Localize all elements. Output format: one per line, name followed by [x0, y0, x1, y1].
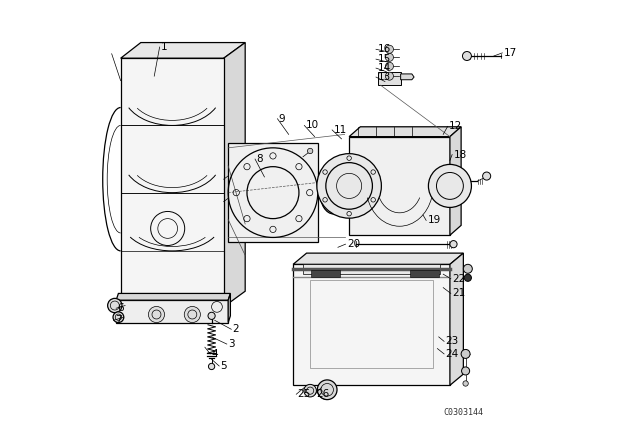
Text: 2: 2 — [232, 324, 239, 334]
Polygon shape — [410, 270, 439, 277]
Text: 8: 8 — [257, 154, 263, 164]
Circle shape — [113, 312, 124, 323]
Text: 18: 18 — [454, 150, 467, 159]
Text: 10: 10 — [306, 121, 319, 130]
Circle shape — [450, 241, 457, 248]
Polygon shape — [120, 58, 223, 307]
Circle shape — [463, 264, 472, 273]
Circle shape — [108, 298, 122, 313]
Text: 4: 4 — [212, 349, 218, 359]
Circle shape — [385, 62, 394, 70]
Circle shape — [385, 72, 394, 80]
Text: 6: 6 — [118, 303, 124, 313]
Circle shape — [317, 380, 337, 400]
Circle shape — [148, 306, 164, 323]
Text: 26: 26 — [316, 389, 330, 399]
Circle shape — [464, 274, 472, 281]
Text: 23: 23 — [445, 336, 459, 346]
Circle shape — [461, 367, 470, 375]
Text: 1: 1 — [161, 42, 168, 52]
Polygon shape — [311, 270, 340, 277]
Circle shape — [184, 306, 200, 323]
Polygon shape — [228, 143, 317, 242]
Polygon shape — [116, 293, 230, 300]
Text: 9: 9 — [279, 114, 285, 124]
Polygon shape — [223, 43, 245, 307]
Text: 15: 15 — [378, 54, 390, 64]
Circle shape — [209, 363, 215, 370]
Circle shape — [385, 53, 394, 61]
Polygon shape — [378, 72, 401, 85]
Polygon shape — [401, 74, 414, 80]
Text: 12: 12 — [449, 121, 462, 131]
Circle shape — [385, 45, 394, 53]
Polygon shape — [450, 253, 463, 385]
Text: 25: 25 — [298, 389, 311, 399]
Circle shape — [208, 312, 215, 319]
Polygon shape — [120, 43, 245, 58]
Circle shape — [461, 349, 470, 358]
Text: 11: 11 — [333, 125, 347, 135]
Circle shape — [317, 154, 381, 218]
Text: 3: 3 — [228, 339, 235, 349]
Polygon shape — [450, 127, 461, 235]
Circle shape — [483, 172, 491, 180]
Text: 7: 7 — [115, 315, 122, 325]
Text: 16: 16 — [378, 44, 390, 54]
Bar — [335, 254, 350, 260]
Text: 20: 20 — [347, 239, 360, 249]
Polygon shape — [228, 293, 230, 323]
Polygon shape — [349, 137, 450, 235]
Circle shape — [463, 381, 468, 386]
Polygon shape — [293, 264, 450, 385]
Circle shape — [463, 52, 472, 60]
Text: 19: 19 — [428, 215, 441, 225]
Circle shape — [428, 164, 472, 207]
Polygon shape — [116, 300, 228, 323]
Text: 22: 22 — [452, 274, 465, 284]
Polygon shape — [303, 264, 440, 274]
Text: 24: 24 — [445, 349, 459, 359]
Text: 14: 14 — [378, 63, 390, 73]
Polygon shape — [293, 253, 463, 264]
Text: C0303144: C0303144 — [443, 408, 483, 417]
Polygon shape — [349, 127, 461, 137]
Text: 21: 21 — [452, 289, 465, 298]
Circle shape — [304, 384, 316, 397]
Text: 5: 5 — [221, 361, 227, 371]
Circle shape — [307, 148, 313, 154]
Text: 17: 17 — [504, 48, 517, 58]
Text: 13: 13 — [378, 72, 390, 82]
